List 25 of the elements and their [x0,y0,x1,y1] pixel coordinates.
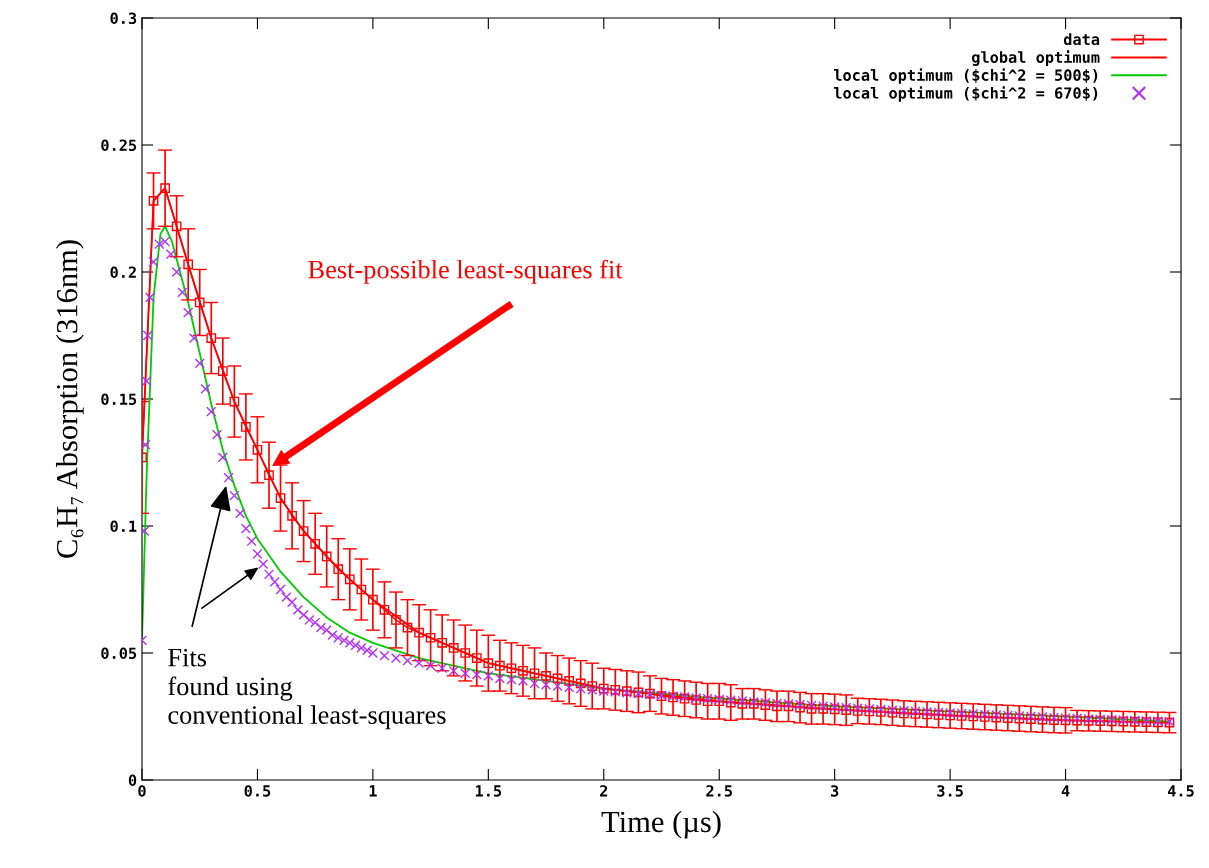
x-tick-label: 0.5 [244,785,271,797]
x-tick-label: 2 [600,785,608,797]
y-axis-title: C₆H₇ Absorption (316nm) [55,240,84,558]
annotation: Fits found using conventional least-squares [168,648,446,730]
y-tick-label: 0 [128,774,137,787]
annotation: Best-possible least-squares fit [308,259,623,284]
legend-label: data [1063,33,1100,46]
legend-label: global optimum [971,50,1100,66]
x-tick-label: 4.5 [1167,785,1194,797]
y-tick-label: 0.05 [101,647,137,660]
x-tick-label: 4 [1061,785,1070,797]
x-tick-label: 2.5 [706,785,732,797]
x-tick-label: 3.5 [937,785,963,797]
x-axis-title: Time (µs) [601,810,721,839]
y-tick-label: 0.2 [110,266,136,279]
legend-label: local optimum ($chi^2 = 670$) [833,86,1098,102]
legend-label: local optimum ($chi^2 = 500$) [833,68,1098,84]
y-tick-label: 0.1 [110,520,137,533]
x-tick-label: 3 [831,785,839,797]
y-tick-label: 0.15 [101,393,137,406]
y-tick-label: 0.25 [101,139,137,152]
y-tick-label: 0.3 [110,12,137,25]
x-tick-label: 1.5 [475,785,502,797]
x-tick-label: 1 [369,785,377,797]
x-tick-label: 0 [138,785,146,797]
